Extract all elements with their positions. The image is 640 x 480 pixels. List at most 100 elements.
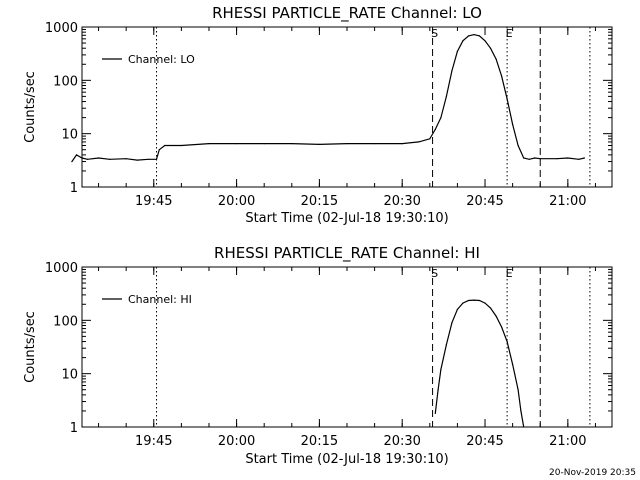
y-tick-label: 100 — [53, 74, 78, 89]
data-point — [489, 47, 492, 49]
data-point — [578, 158, 580, 160]
data-point — [511, 363, 514, 365]
marker-label: S — [431, 27, 438, 40]
x-tick-label: 20:00 — [218, 194, 255, 209]
y-tick-label: 1 — [70, 421, 78, 436]
x-tick-label: 19:45 — [135, 434, 172, 449]
data-point — [71, 161, 73, 163]
data-point — [501, 326, 503, 328]
data-point — [346, 143, 348, 145]
footer-timestamp: 20-Nov-2019 20:35 — [549, 468, 636, 478]
data-point — [86, 158, 89, 160]
data-point — [263, 143, 265, 145]
data-point — [478, 299, 481, 302]
data-point — [451, 322, 453, 324]
plot-frame — [81, 26, 613, 188]
y-tick-label: 1000 — [45, 261, 78, 276]
plot-frame — [81, 266, 613, 428]
data-point — [456, 50, 458, 52]
data-point — [434, 128, 436, 130]
data-point — [467, 299, 470, 302]
series-line — [434, 299, 525, 428]
data-point — [440, 368, 442, 370]
y-tick-label: 10 — [61, 368, 78, 383]
data-point — [109, 158, 111, 160]
data-point — [523, 157, 525, 159]
y-tick-label: 10 — [61, 128, 78, 143]
y-tick-label: 100 — [53, 314, 78, 329]
x-tick-label: 21:00 — [549, 194, 586, 209]
data-point — [534, 157, 536, 159]
data-point — [445, 344, 447, 346]
data-point — [517, 144, 519, 147]
data-point — [501, 75, 503, 77]
data-point — [506, 341, 508, 343]
data-point — [462, 40, 464, 42]
x-tick-label: 20:30 — [383, 194, 420, 209]
data-point — [147, 158, 149, 160]
data-point — [517, 389, 519, 391]
chart-title: RHESSI PARTICLE_RATE Channel: HI — [214, 244, 480, 263]
x-axis-label: Start Time (02-Jul-18 19:30:10) — [245, 452, 448, 467]
marker-label: E — [506, 27, 513, 40]
data-point — [136, 159, 138, 161]
data-point — [520, 410, 522, 412]
data-point — [484, 40, 486, 42]
x-tick-label: 20:45 — [466, 194, 503, 209]
data-point — [81, 157, 83, 159]
x-tick-label: 21:00 — [549, 434, 586, 449]
data-point — [462, 302, 464, 304]
data-point — [291, 143, 293, 145]
y-tick-label: 1 — [70, 181, 78, 196]
data-point — [478, 35, 481, 37]
y-tick-label: 1000 — [45, 21, 78, 36]
data-point — [374, 143, 376, 145]
data-point — [495, 315, 497, 317]
data-point — [318, 143, 320, 145]
data-point — [456, 308, 458, 310]
data-point — [489, 307, 492, 309]
data-point — [401, 143, 403, 145]
data-point — [440, 117, 442, 119]
data-point — [429, 138, 431, 140]
x-tick-label: 19:45 — [135, 194, 172, 209]
legend-label: Channel: LO — [128, 53, 195, 66]
data-point — [75, 154, 78, 156]
y-axis-label: Counts/sec — [23, 311, 38, 383]
data-point — [98, 157, 100, 159]
data-point — [556, 158, 558, 160]
data-point — [164, 144, 166, 147]
data-point — [158, 149, 160, 151]
data-point — [583, 157, 586, 159]
data-point — [539, 158, 541, 160]
data-point — [236, 143, 238, 145]
marker-label: E — [506, 267, 513, 280]
data-point — [208, 143, 210, 145]
data-point — [506, 98, 508, 100]
x-tick-label: 20:30 — [383, 434, 420, 449]
data-point — [567, 157, 569, 159]
data-point — [511, 123, 514, 125]
data-point — [523, 426, 525, 428]
data-point — [451, 70, 453, 72]
data-point — [473, 34, 475, 36]
data-point — [180, 144, 182, 147]
x-axis-label: Start Time (02-Jul-18 19:30:10) — [245, 211, 448, 226]
data-point — [473, 299, 475, 301]
hi-channel-panel: RHESSI PARTICLE_RATE Channel: HI 1 10 100 10… — [23, 244, 613, 467]
data-point — [445, 95, 447, 97]
data-point — [418, 141, 420, 143]
y-axis-label: Counts/sec — [23, 71, 38, 143]
data-point — [528, 158, 530, 160]
lo-channel-panel: RHESSI PARTICLE_RATE Channel: LO 1 10 100 10… — [23, 4, 613, 226]
legend-label: Channel: HI — [128, 293, 192, 306]
marker-label: S — [431, 267, 438, 280]
chart-title: RHESSI PARTICLE_RATE Channel: LO — [212, 4, 482, 23]
data-point — [467, 35, 470, 37]
x-tick-label: 20:15 — [301, 434, 338, 449]
x-tick-label: 20:15 — [301, 194, 338, 209]
data-point — [125, 158, 127, 160]
data-point — [495, 58, 497, 60]
x-tick-label: 20:00 — [218, 434, 255, 449]
